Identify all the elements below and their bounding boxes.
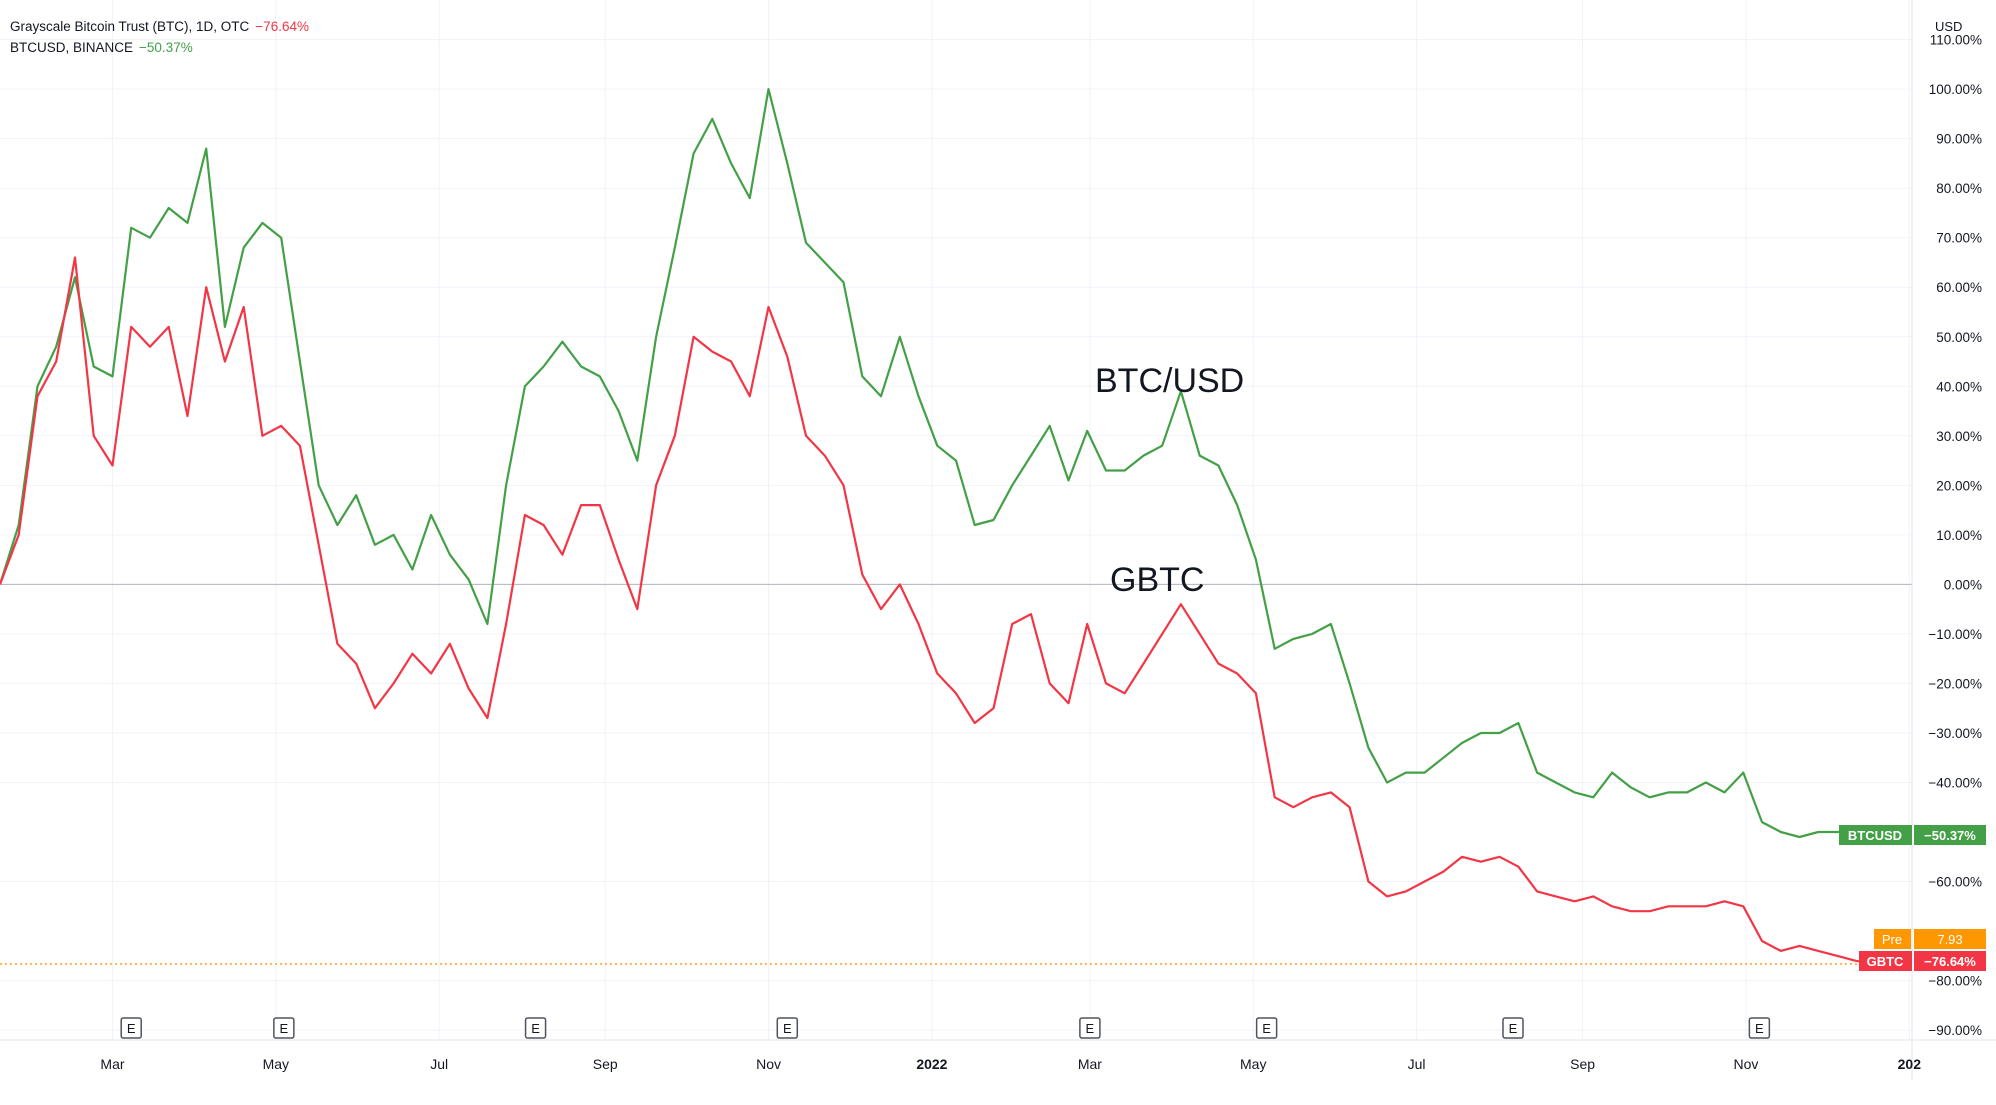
y-tick-label: 20.00% [1936, 478, 1982, 493]
earnings-marker[interactable]: E [524, 1017, 547, 1039]
earnings-marker[interactable]: E [776, 1017, 799, 1039]
y-tick-label: −20.00% [1928, 676, 1982, 691]
y-tick-label: 30.00% [1936, 429, 1982, 444]
x-axis[interactable]: Mar May Jul Sep Nov 2022 Mar May Jul Sep Nov 202 [0, 1039, 1996, 1072]
earnings-marker-label: E [1509, 1021, 1518, 1036]
y-tick-label: −40.00% [1928, 775, 1982, 790]
btc-annotation: BTC/USD [1095, 362, 1244, 400]
x-tick-label: Mar [1078, 1056, 1102, 1072]
btcusd-price-tag: BTCUSD −50.37% [1839, 825, 1986, 845]
y-tick-label: 50.00% [1936, 330, 1982, 345]
y-tick-label: 40.00% [1936, 379, 1982, 394]
earnings-marker[interactable]: E [1748, 1017, 1771, 1039]
earnings-marker-box [1748, 1017, 1771, 1039]
earnings-marker-label: E [127, 1021, 136, 1036]
chart-grid [0, 0, 1912, 1040]
legend-gbtc-change: −76.64% [255, 19, 309, 34]
legend-btcusd-change: −50.37% [139, 40, 193, 55]
earnings-marker[interactable]: E [273, 1017, 295, 1039]
price-tags: BTCUSD −50.37% Pre 7.93 GBTC −76.64% [1839, 825, 1986, 971]
earnings-marker-label: E [1086, 1021, 1095, 1036]
y-tick-label: 10.00% [1936, 528, 1982, 543]
earnings-marker-label: E [783, 1021, 792, 1036]
pre-tag-label: Pre [1882, 932, 1902, 947]
earnings-marker[interactable]: E [1255, 1017, 1278, 1039]
series-lines [0, 87, 1875, 965]
y-tick-label: 90.00% [1936, 132, 1982, 147]
legend-gbtc-label: Grayscale Bitcoin Trust (BTC), 1D, OTC [10, 19, 250, 34]
series-line-gbtc [0, 256, 1875, 965]
earnings-marker-label: E [531, 1021, 540, 1036]
y-tick-label: −30.00% [1928, 726, 1982, 741]
y-tick-label: 80.00% [1936, 181, 1982, 196]
y-axis[interactable]: 110.00% 100.00% 90.00% 80.00% 70.00% 60.00% 50… [1911, 0, 1982, 1080]
gbtc-price-tag: GBTC −76.64% [1859, 951, 1986, 971]
earnings-marker-box [120, 1017, 142, 1039]
earnings-marker-box [524, 1017, 547, 1039]
y-tick-label: −90.00% [1928, 1023, 1982, 1038]
earnings-marker-box [1502, 1017, 1524, 1039]
x-tick-label: May [1240, 1056, 1266, 1072]
y-tick-label: 0.00% [1944, 577, 1982, 592]
y-tick-label: −10.00% [1928, 627, 1982, 642]
x-tick-label: Nov [1734, 1056, 1759, 1072]
chart-legend: Grayscale Bitcoin Trust (BTC), 1D, OTC −7… [10, 16, 309, 58]
earnings-marker-label: E [280, 1021, 289, 1036]
btcusd-tag-label: BTCUSD [1848, 828, 1902, 843]
earnings-marker-box [1079, 1017, 1101, 1039]
gbtc-annotation: GBTC [1110, 561, 1204, 599]
series-line-btcusd [0, 87, 1875, 839]
pre-tag-value: 7.93 [1937, 932, 1962, 947]
y-tick-label: 110.00% [1930, 33, 1982, 48]
earnings-marker-label: E [1262, 1021, 1271, 1036]
legend-row-btcusd[interactable]: BTCUSD, BINANCE −50.37% [10, 37, 309, 58]
x-tick-label: Sep [1570, 1056, 1595, 1072]
x-tick-label: Jul [430, 1056, 448, 1072]
earnings-marker-box [776, 1017, 799, 1039]
x-tick-label: Jul [1408, 1056, 1426, 1072]
earnings-marker-box [1255, 1017, 1278, 1039]
pre-market-tag: Pre 7.93 [1874, 929, 1986, 949]
x-tick-label: 202 [1898, 1056, 1922, 1072]
legend-btcusd-label: BTCUSD, BINANCE [10, 40, 134, 55]
x-tick-label: Nov [756, 1056, 781, 1072]
x-tick-label: 2022 [916, 1056, 947, 1072]
earnings-marker-box [273, 1017, 295, 1039]
y-tick-label: 70.00% [1936, 231, 1982, 246]
y-tick-label: −80.00% [1928, 974, 1982, 989]
earnings-marker[interactable]: E [1079, 1017, 1101, 1039]
y-tick-label: −60.00% [1928, 875, 1982, 890]
earnings-marker[interactable]: E [1502, 1017, 1524, 1039]
earnings-marker[interactable]: E [120, 1017, 142, 1039]
gbtc-tag-label: GBTC [1867, 954, 1904, 969]
y-tick-label: 60.00% [1936, 280, 1982, 295]
y-tick-label: 100.00% [1929, 82, 1982, 97]
x-tick-label: May [263, 1056, 289, 1072]
x-tick-label: Sep [593, 1056, 618, 1072]
gbtc-tag-value: −76.64% [1924, 954, 1976, 969]
y-axis-currency: USD [1935, 19, 1962, 34]
earnings-marker-label: E [1755, 1021, 1764, 1036]
btcusd-tag-value: −50.37% [1924, 828, 1976, 843]
x-tick-label: Mar [100, 1056, 124, 1072]
legend-row-gbtc[interactable]: Grayscale Bitcoin Trust (BTC), 1D, OTC −7… [10, 16, 309, 37]
